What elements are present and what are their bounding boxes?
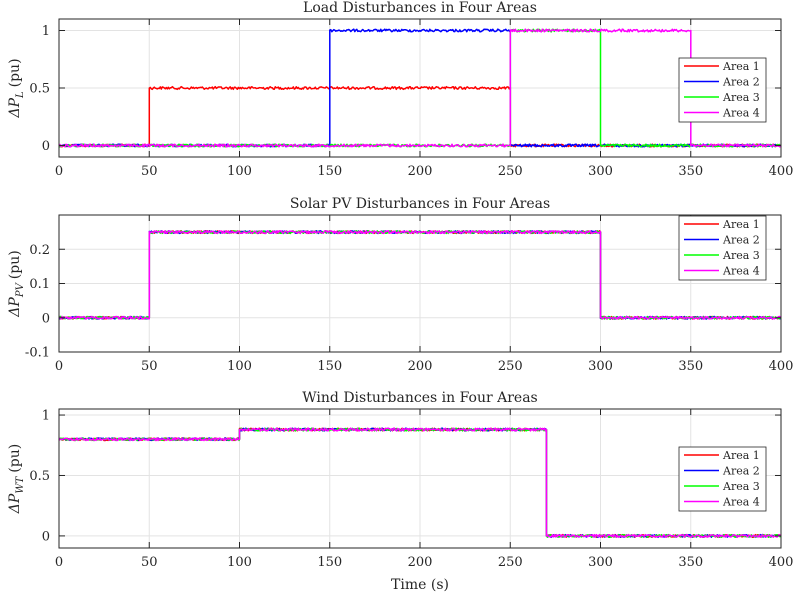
x-tick-label: 50 — [141, 359, 158, 374]
y-axis-label-subscript: PV — [15, 281, 26, 298]
y-tick-label: 0.1 — [29, 277, 50, 292]
legend: Area 1 Area 2 Area 3 Area 4 — [678, 215, 767, 281]
x-tick-label: 150 — [317, 555, 342, 570]
legend-label-area-1: Area 1 — [722, 218, 760, 231]
y-tick-label: 0 — [42, 139, 50, 154]
x-tick-label: 200 — [408, 359, 433, 374]
x-tick-label: 300 — [588, 359, 613, 374]
series-line-area-4 — [58, 230, 781, 320]
chart-title: Wind Disturbances in Four Areas — [302, 390, 537, 406]
y-axis-label-symbol: ΔP — [7, 97, 23, 118]
x-tick-label: 400 — [769, 164, 793, 179]
x-tick-label: 100 — [227, 359, 252, 374]
x-tick-label: 200 — [408, 164, 433, 179]
x-tick-label: 300 — [588, 164, 613, 179]
legend-box — [678, 57, 767, 123]
legend-label-area-4: Area 4 — [722, 265, 760, 278]
chart-title: Solar PV Disturbances in Four Areas — [290, 196, 550, 212]
x-tick-label: 0 — [55, 555, 63, 570]
y-axis-label-symbol: ΔP — [7, 297, 23, 318]
x-tick-label: 150 — [317, 164, 342, 179]
y-axis-label-subscript: WT — [15, 475, 26, 493]
x-tick-label: 100 — [227, 555, 252, 570]
legend-label-area-1: Area 1 — [722, 449, 760, 462]
y-tick-label: 0.5 — [29, 82, 50, 97]
x-tick-label: 200 — [408, 555, 433, 570]
x-tick-label: 150 — [317, 359, 342, 374]
legend-label-area-3: Area 3 — [722, 480, 760, 493]
x-tick-label: 50 — [141, 555, 158, 570]
series-line-area-4 — [58, 28, 782, 148]
panel-2: 0 50 100 150 200 250 300 350 400 -0.1 0 0.1 0.2 Solar… — [7, 196, 793, 374]
legend-label-area-4: Area 4 — [722, 496, 760, 509]
panel-1: 0 50 100 150 200 250 300 350 400 0 0.5 1 Load Distur… — [7, 0, 793, 179]
y-axis-label-subscript: L — [15, 91, 26, 99]
x-tick-label: 0 — [55, 359, 63, 374]
legend-label-area-3: Area 3 — [722, 91, 760, 104]
x-tick-label: 350 — [678, 555, 703, 570]
legend-label-area-4: Area 4 — [722, 107, 760, 120]
legend: Area 1 Area 2 Area 3 Area 4 — [678, 57, 767, 123]
legend: Area 1 Area 2 Area 3 Area 4 — [678, 446, 767, 512]
y-tick-label: 0 — [42, 529, 50, 544]
x-tick-label: 250 — [498, 164, 523, 179]
y-axis-label: ΔPWT (pu) — [7, 444, 26, 514]
chart-title: Load Disturbances in Four Areas — [303, 0, 537, 16]
y-axis-label-unit: (pu) — [7, 250, 23, 279]
series-line-area-4 — [58, 427, 782, 538]
x-tick-label: 400 — [769, 555, 793, 570]
y-axis-label: ΔPL (pu) — [7, 58, 26, 118]
y-axis-label: ΔPPV (pu) — [7, 250, 26, 317]
x-tick-label: 100 — [227, 164, 252, 179]
y-tick-label: 0.2 — [29, 243, 50, 258]
y-axis-label-unit: (pu) — [7, 58, 23, 87]
x-tick-label: 250 — [498, 555, 523, 570]
x-tick-label: 300 — [588, 555, 613, 570]
y-axis-label-symbol: ΔP — [7, 493, 23, 514]
legend-box — [678, 215, 767, 281]
legend-label-area-2: Area 2 — [722, 465, 760, 478]
y-tick-label: -0.1 — [25, 346, 50, 361]
x-tick-label: 400 — [769, 359, 793, 374]
x-tick-label: 350 — [678, 164, 703, 179]
x-tick-label: 0 — [55, 164, 63, 179]
x-tick-label: 350 — [678, 359, 703, 374]
legend-label-area-2: Area 2 — [722, 234, 760, 247]
panel-3: 0 50 100 150 200 250 300 350 400 0 0.5 1 Wind Distur… — [7, 390, 793, 593]
x-tick-label: 50 — [141, 164, 158, 179]
y-axis-label-unit: (pu) — [7, 444, 23, 473]
legend-label-area-3: Area 3 — [722, 249, 760, 262]
y-tick-label: 0.5 — [29, 469, 50, 484]
legend-label-area-1: Area 1 — [722, 60, 760, 73]
y-tick-label: 0 — [42, 311, 50, 326]
y-tick-label: 1 — [42, 409, 50, 424]
x-tick-label: 250 — [498, 359, 523, 374]
legend-box — [678, 446, 767, 512]
legend-label-area-2: Area 2 — [722, 76, 760, 89]
y-tick-label: 1 — [42, 24, 50, 39]
x-axis-label: Time (s) — [391, 577, 449, 593]
